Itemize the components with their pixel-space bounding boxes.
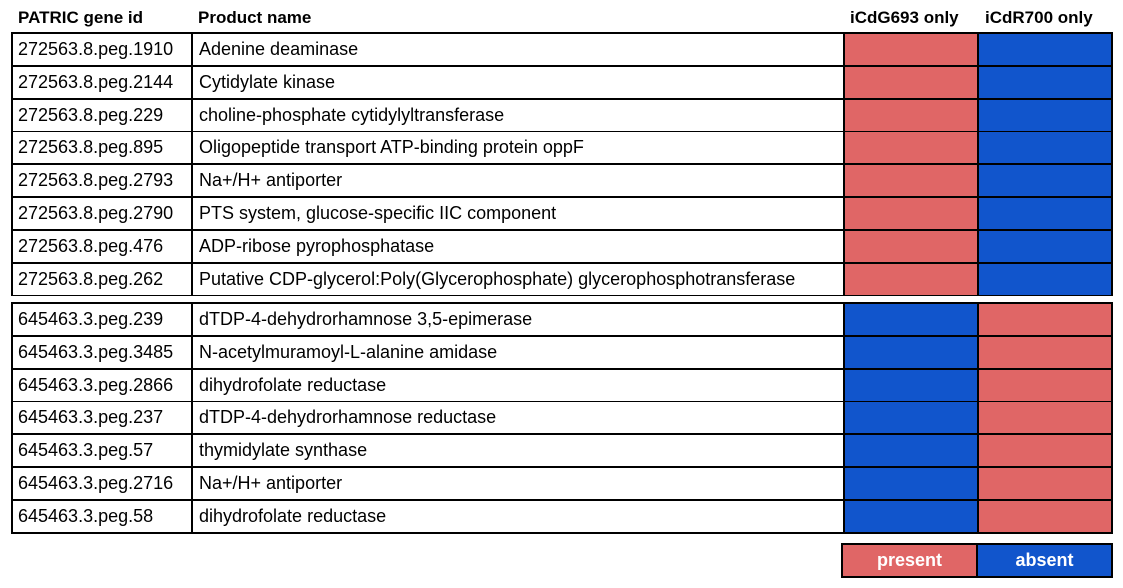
icdr700-presence-cell xyxy=(979,231,1111,262)
table-row: 272563.8.peg.476 ADP-ribose pyrophosphata… xyxy=(13,231,1111,262)
icdr700-presence-cell xyxy=(979,34,1111,65)
table-row: 645463.3.peg.57 thymidylate synthase xyxy=(13,435,1111,466)
gene-id-cell: 272563.8.peg.1910 xyxy=(13,34,191,65)
table-row: 272563.8.peg.229 choline-phosphate cytidy… xyxy=(13,100,1111,131)
product-name-cell: Adenine deaminase xyxy=(193,34,843,65)
gene-id-cell: 645463.3.peg.239 xyxy=(13,304,191,335)
gene-id-cell: 645463.3.peg.57 xyxy=(13,435,191,466)
gene-id-cell: 645463.3.peg.2866 xyxy=(13,370,191,401)
table-row: 645463.3.peg.239 dTDP-4-dehydrorhamnose 3… xyxy=(13,304,1111,335)
icdr700-presence-cell xyxy=(979,402,1111,433)
product-name-cell: dTDP-4-dehydrorhamnose 3,5-epimerase xyxy=(193,304,843,335)
product-name-cell: Putative CDP-glycerol:Poly(Glycerophosph… xyxy=(193,264,843,295)
icdr700-presence-cell xyxy=(979,370,1111,401)
icdg693-presence-cell xyxy=(845,435,977,466)
icdr700-presence-cell xyxy=(979,264,1111,295)
icdr700-presence-cell xyxy=(979,468,1111,499)
table-row: 645463.3.peg.3485 N-acetylmuramoyl-L-alan… xyxy=(13,337,1111,368)
product-name-cell: thymidylate synthase xyxy=(193,435,843,466)
icdr700-presence-cell xyxy=(979,501,1111,532)
table-row: 272563.8.peg.2144 Cytidylate kinase xyxy=(13,67,1111,98)
product-name-cell: dihydrofolate reductase xyxy=(193,370,843,401)
product-name-cell: dihydrofolate reductase xyxy=(193,501,843,532)
icdg693-presence-cell xyxy=(845,337,977,368)
table-row: 272563.8.peg.895 Oligopeptide transport A… xyxy=(13,132,1111,163)
icdg693-presence-cell xyxy=(845,198,977,229)
gene-id-cell: 272563.8.peg.895 xyxy=(13,132,191,163)
header-icdr700: iCdR700 only xyxy=(985,8,1093,27)
icdg693-presence-cell xyxy=(845,501,977,532)
gene-id-cell: 645463.3.peg.2716 xyxy=(13,468,191,499)
legend: present absent xyxy=(841,543,1113,578)
table-group: 272563.8.peg.1910 Adenine deaminase 272563… xyxy=(11,32,1113,296)
product-name-cell: dTDP-4-dehydrorhamnose reductase xyxy=(193,402,843,433)
table-row: 272563.8.peg.262 Putative CDP-glycerol:Po… xyxy=(13,264,1111,295)
icdr700-presence-cell xyxy=(979,304,1111,335)
icdg693-presence-cell xyxy=(845,402,977,433)
icdg693-presence-cell xyxy=(845,34,977,65)
icdg693-presence-cell xyxy=(845,468,977,499)
icdr700-presence-cell xyxy=(979,132,1111,163)
table-row: 272563.8.peg.2790 PTS system, glucose-spe… xyxy=(13,198,1111,229)
icdr700-presence-cell xyxy=(979,435,1111,466)
icdg693-presence-cell xyxy=(845,264,977,295)
product-name-cell: Na+/H+ antiporter xyxy=(193,165,843,196)
table-row: 272563.8.peg.1910 Adenine deaminase xyxy=(13,34,1111,65)
gene-id-cell: 272563.8.peg.2144 xyxy=(13,67,191,98)
product-name-cell: N-acetylmuramoyl-L-alanine amidase xyxy=(193,337,843,368)
icdg693-presence-cell xyxy=(845,132,977,163)
legend-present: present xyxy=(843,545,976,576)
icdg693-presence-cell xyxy=(845,100,977,131)
product-name-cell: Oligopeptide transport ATP-binding prote… xyxy=(193,132,843,163)
table-row: 645463.3.peg.2866 dihydrofolate reductase xyxy=(13,370,1111,401)
table-row: 645463.3.peg.58 dihydrofolate reductase xyxy=(13,501,1111,532)
gene-id-cell: 272563.8.peg.2790 xyxy=(13,198,191,229)
product-name-cell: choline-phosphate cytidylyltransferase xyxy=(193,100,843,131)
table-group: 645463.3.peg.239 dTDP-4-dehydrorhamnose 3… xyxy=(11,302,1113,534)
icdg693-presence-cell xyxy=(845,370,977,401)
gene-id-cell: 645463.3.peg.237 xyxy=(13,402,191,433)
table-row: 645463.3.peg.237 dTDP-4-dehydrorhamnose r… xyxy=(13,402,1111,433)
table-row: 645463.3.peg.2716 Na+/H+ antiporter xyxy=(13,468,1111,499)
gene-id-cell: 645463.3.peg.58 xyxy=(13,501,191,532)
icdg693-presence-cell xyxy=(845,304,977,335)
legend-absent: absent xyxy=(978,545,1111,576)
icdr700-presence-cell xyxy=(979,100,1111,131)
gene-id-cell: 272563.8.peg.262 xyxy=(13,264,191,295)
icdr700-presence-cell xyxy=(979,67,1111,98)
gene-id-cell: 272563.8.peg.476 xyxy=(13,231,191,262)
header-gene-id: PATRIC gene id xyxy=(18,8,143,27)
icdr700-presence-cell xyxy=(979,198,1111,229)
icdg693-presence-cell xyxy=(845,67,977,98)
gene-id-cell: 645463.3.peg.3485 xyxy=(13,337,191,368)
product-name-cell: PTS system, glucose-specific IIC compone… xyxy=(193,198,843,229)
icdr700-presence-cell xyxy=(979,165,1111,196)
table-row: 272563.8.peg.2793 Na+/H+ antiporter xyxy=(13,165,1111,196)
product-name-cell: ADP-ribose pyrophosphatase xyxy=(193,231,843,262)
product-name-cell: Na+/H+ antiporter xyxy=(193,468,843,499)
gene-id-cell: 272563.8.peg.229 xyxy=(13,100,191,131)
icdg693-presence-cell xyxy=(845,165,977,196)
product-name-cell: Cytidylate kinase xyxy=(193,67,843,98)
header-icdg693: iCdG693 only xyxy=(850,8,959,27)
icdr700-presence-cell xyxy=(979,337,1111,368)
gene-id-cell: 272563.8.peg.2793 xyxy=(13,165,191,196)
icdg693-presence-cell xyxy=(845,231,977,262)
header-product-name: Product name xyxy=(198,8,312,27)
